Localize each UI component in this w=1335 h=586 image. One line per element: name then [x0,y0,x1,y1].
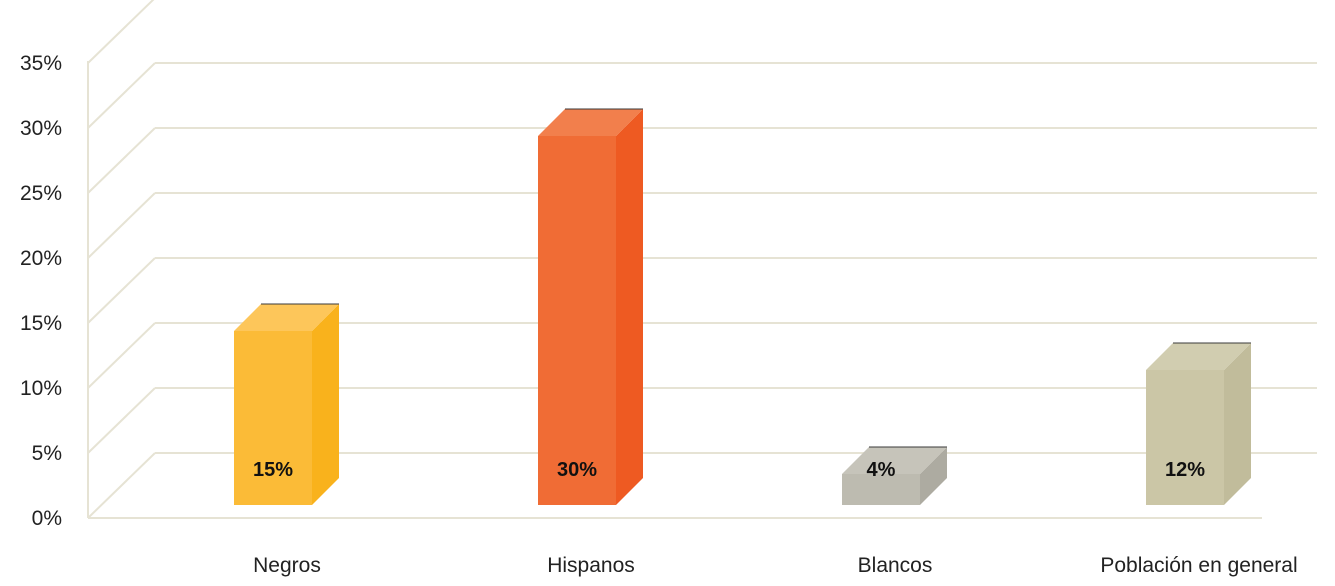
category-label: Hispanos [547,554,635,577]
bar-side [1224,343,1251,505]
bar [234,303,339,505]
bar-side [920,447,947,505]
bar-front [234,331,312,505]
y-tick-label: 0% [32,507,62,530]
grid [87,0,1317,519]
x-axis-categories: Negros Hispanos Blancos Población en genera… [253,554,1298,577]
data-label: 4% [867,459,896,481]
data-labels: 15% 30% 4% 12% [253,459,1205,481]
gridline-diagonal [87,257,156,324]
bar-side [616,109,643,505]
bar-top [538,109,643,136]
y-tick-label: 30% [20,117,62,140]
data-label: 12% [1165,459,1205,481]
bar-top [842,447,947,474]
gridline-diagonal [87,127,156,194]
gridline-diagonal [87,387,156,454]
bar-front [842,474,920,505]
bar-top [1146,343,1251,370]
bar [538,108,643,505]
gridline-diagonal [87,0,155,64]
bar [1146,342,1251,505]
y-tick-label: 35% [20,52,62,75]
data-label: 15% [253,459,293,481]
bar-front [1146,370,1224,505]
gridline-diagonal [87,192,156,259]
y-tick-label: 20% [20,247,62,270]
y-tick-label: 15% [20,312,62,335]
y-axis-ticks: 0% 5% 10% 15% 20% 25% 30% 35% [20,52,62,530]
bar-front [538,136,616,505]
y-tick-label: 10% [20,377,62,400]
category-label: Blancos [858,554,933,577]
gridline-diagonal [87,452,156,519]
y-tick-label: 25% [20,182,62,205]
bars [234,108,1251,505]
category-label: Población en general [1100,554,1297,577]
bar-top [234,304,339,331]
gridline-diagonal [87,62,156,129]
bar-side [312,304,339,505]
gridline-diagonal [87,322,156,389]
bar [842,446,947,505]
category-label: Negros [253,554,321,577]
data-label: 30% [557,459,597,481]
y-tick-label: 5% [32,442,62,465]
